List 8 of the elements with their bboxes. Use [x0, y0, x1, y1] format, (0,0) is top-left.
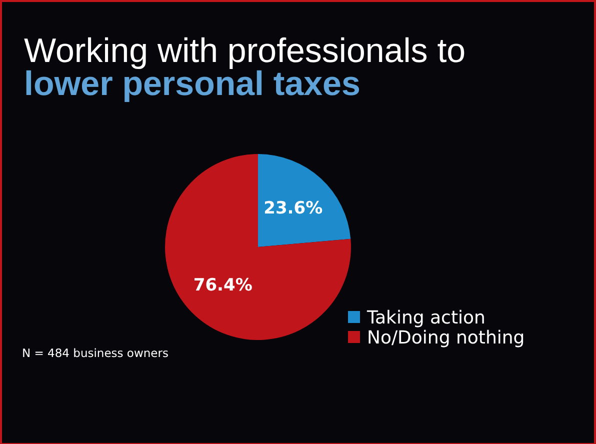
text: N = 484 business owners [22, 346, 168, 360]
legend-label: No/Doing nothing [367, 328, 525, 348]
pie-slice [258, 154, 351, 247]
data-label: 76.4% [193, 275, 252, 296]
pie-slice [165, 154, 351, 340]
chart-title: Working with professionals to [24, 32, 466, 70]
data-label: 23.6% [264, 198, 323, 219]
legend-label: Taking action [366, 308, 486, 328]
